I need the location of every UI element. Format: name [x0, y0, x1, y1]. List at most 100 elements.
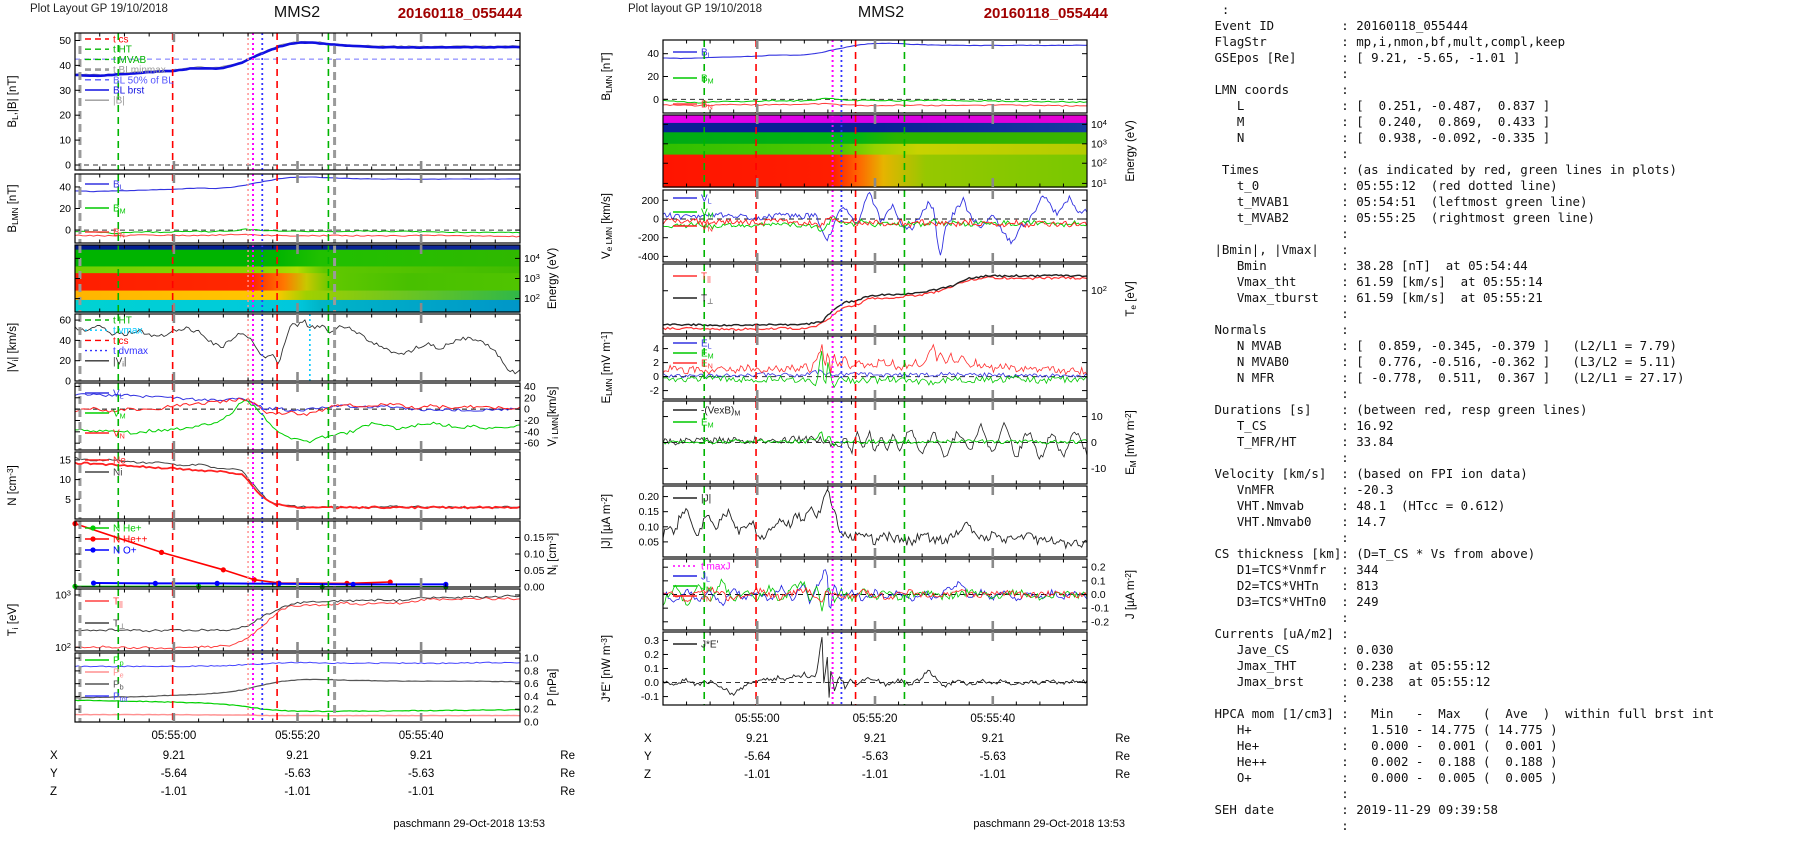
series-BL brst	[74, 41, 521, 78]
series-B_M	[662, 97, 1088, 104]
panel-ve-lmn: 200 0 -200 -400 Ve LMN [km/s] VL VM VN	[601, 189, 1088, 263]
figure-footer: paschmann 29-Oct-2018 13:53	[393, 818, 545, 830]
svg-text:t HT: t HT	[113, 45, 132, 56]
series-T_perp	[662, 273, 1088, 327]
svg-text:J [µA m-2]: J [µA m-2]	[1124, 570, 1137, 619]
series-E_L	[662, 369, 1088, 379]
svg-text:0.1: 0.1	[644, 663, 659, 675]
svg-text:-0.1: -0.1	[1091, 603, 1109, 615]
svg-text:0.6: 0.6	[524, 678, 539, 690]
svg-text:0: 0	[653, 371, 659, 383]
svg-text:101: 101	[1091, 177, 1107, 190]
svg-text:-20: -20	[524, 415, 539, 427]
svg-text:BL brst: BL brst	[113, 86, 145, 97]
svg-text:N He++: N He++	[113, 535, 148, 546]
svg-text:15: 15	[59, 454, 71, 466]
svg-text:102: 102	[524, 292, 540, 305]
svg-text:JM: JM	[701, 582, 712, 594]
svg-text:10: 10	[59, 135, 71, 147]
ephemeris-value: -5.63	[284, 768, 310, 780]
svg-text:40: 40	[524, 381, 536, 393]
svg-text:0.10: 0.10	[524, 549, 545, 561]
svg-text:102: 102	[1091, 284, 1107, 297]
svg-text:10: 10	[1091, 411, 1103, 423]
svg-text:0.2: 0.2	[644, 649, 659, 661]
svg-text:N [cm-3]: N [cm-3]	[6, 465, 19, 506]
series-E_M	[662, 431, 1088, 447]
svg-text:40: 40	[647, 48, 659, 60]
svg-text:0.05: 0.05	[524, 565, 545, 577]
svg-text:Pb: Pb	[113, 680, 124, 692]
ephemeris-value: -1.01	[161, 786, 187, 798]
svg-text:|J| [µA m-2]: |J| [µA m-2]	[600, 494, 613, 549]
svg-text:0.00: 0.00	[524, 582, 545, 594]
svg-text:0.8: 0.8	[524, 665, 539, 677]
ephemeris-unit: Re	[560, 768, 575, 780]
ephemeris-value: -1.01	[862, 769, 888, 781]
svg-text:Energy (eV): Energy (eV)	[1125, 120, 1137, 182]
svg-text:Pp: Pp	[113, 656, 124, 668]
panel-e-spec: 104 103 102 101 Energy (eV)	[662, 114, 1137, 190]
series-E_M	[662, 350, 1088, 389]
ephemeris-value: -1.01	[284, 786, 310, 798]
svg-text:10: 10	[59, 474, 71, 486]
svg-text:0: 0	[65, 225, 71, 237]
time-tick-label: 05:55:40	[399, 730, 444, 742]
svg-text:0: 0	[653, 213, 659, 225]
svg-text:20: 20	[59, 203, 71, 215]
svg-text:BLMN [nT]: BLMN [nT]	[601, 52, 614, 100]
series-E_N	[662, 343, 1088, 376]
svg-text:|B|: |B|	[113, 96, 125, 107]
svg-text:0: 0	[524, 404, 530, 416]
series-T_par	[662, 275, 1088, 332]
panel-blmn: 40 20 0 BLMN [nT] BL BM BN	[7, 173, 521, 244]
series-T_par	[74, 596, 521, 650]
series-P_p	[74, 699, 521, 713]
svg-text:|Vi|: |Vi|	[113, 356, 127, 368]
svg-text:N He+: N He+	[113, 524, 142, 535]
svg-text:t BLminmax: t BLminmax	[113, 65, 166, 76]
svg-text:20: 20	[524, 392, 536, 404]
svg-text:40: 40	[59, 181, 71, 193]
svg-text:-0.1: -0.1	[641, 691, 659, 703]
svg-text:t cs: t cs	[113, 35, 129, 46]
svg-text:T||: T||	[113, 597, 123, 609]
svg-text:0: 0	[653, 94, 659, 106]
series-Ne	[74, 461, 521, 510]
ephemeris-value: 9.21	[864, 733, 886, 745]
svg-text:EM: EM	[701, 349, 714, 361]
svg-text:t MVAB: t MVAB	[113, 55, 146, 66]
svg-text:104: 104	[524, 252, 540, 265]
svg-text:T||: T||	[701, 272, 711, 284]
figure-title: MMS2	[273, 4, 321, 21]
svg-text:BL,|B| [nT]: BL,|B| [nT]	[7, 75, 20, 127]
svg-text:Energy (eV): Energy (eV)	[547, 248, 559, 310]
svg-text:0.15: 0.15	[524, 532, 545, 544]
svg-text:-0.2: -0.2	[1091, 616, 1109, 628]
svg-text:BLMN [nT]: BLMN [nT]	[7, 184, 20, 232]
svg-text:|Vi| [km/s]: |Vi| [km/s]	[7, 323, 20, 372]
svg-text:60: 60	[59, 315, 71, 327]
svg-text:0.05: 0.05	[639, 536, 660, 548]
svg-text:t vmax: t vmax	[113, 326, 142, 337]
ephemeris-value: -5.64	[161, 768, 188, 780]
svg-text:1.0: 1.0	[524, 653, 539, 665]
series-V_N	[662, 216, 1088, 229]
svg-text:BL: BL	[701, 48, 712, 60]
svg-text:Pe: Pe	[113, 668, 124, 680]
series-J_L	[662, 569, 1088, 609]
ephemeris-row-label: X	[50, 750, 58, 762]
svg-text:Ptot: Ptot	[113, 692, 128, 704]
svg-text:T⊥: T⊥	[113, 619, 125, 631]
ephemeris-value: 9.21	[410, 750, 432, 762]
ephemeris-value: -5.64	[744, 751, 771, 763]
svg-text:0.3: 0.3	[644, 635, 659, 647]
svg-text:5: 5	[65, 494, 71, 506]
svg-text:200: 200	[641, 195, 659, 207]
series-T_perp	[74, 594, 521, 633]
svg-text:BL 50% of BL: BL 50% of BL	[113, 75, 174, 86]
